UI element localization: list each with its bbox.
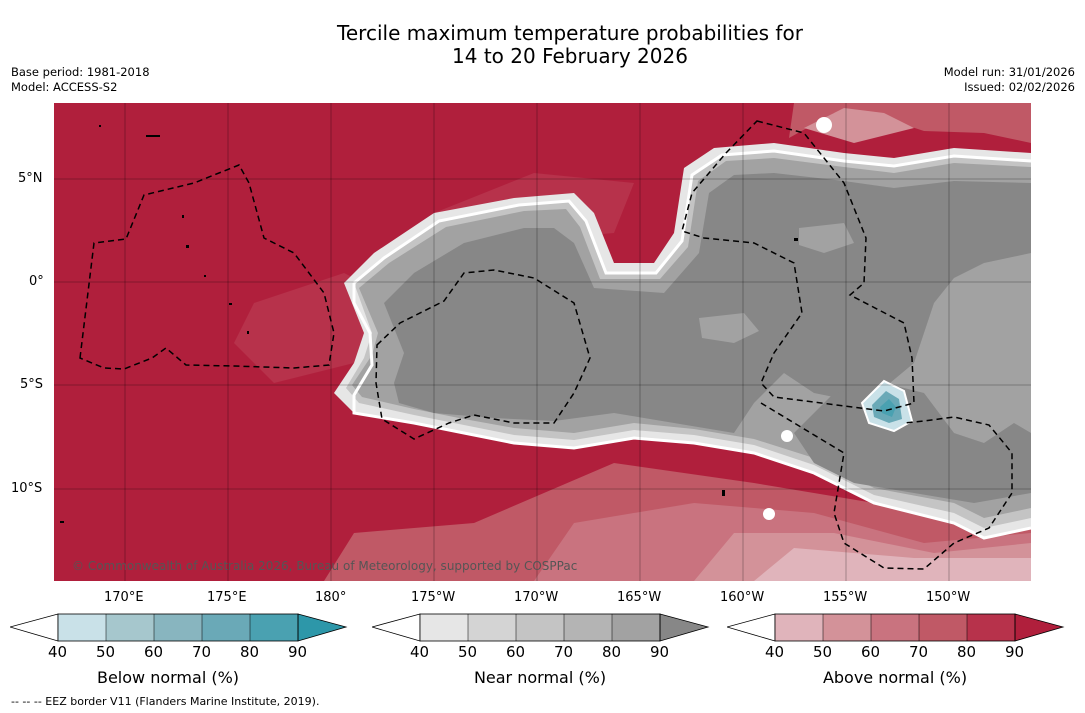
cbar-below-tick-80: 80 (240, 643, 260, 661)
eez-phoenix (375, 269, 591, 440)
probability-map[interactable]: © Commonwealth of Australia 2026, Bureau… (54, 103, 1031, 581)
lat-label-10s: 10°S (11, 481, 43, 496)
cbar-below-tick-40: 40 (48, 643, 68, 661)
light-patch-2 (781, 430, 793, 442)
colorbar-below-label: Below normal (%) (96, 668, 240, 687)
colorbar-above-70 (919, 614, 967, 641)
colorbar-near-90 (659, 613, 710, 642)
colorbar-above-60 (871, 614, 919, 641)
cbar-below-tick-90: 90 (288, 643, 308, 661)
contour-north (353, 149, 1031, 285)
contour-south (352, 283, 1031, 540)
lon-label-170w: 170°W (514, 590, 559, 605)
above-80-west (234, 273, 384, 383)
colorbar-near (372, 613, 710, 642)
below-80-patch (880, 399, 896, 417)
colorbar-below-60 (154, 614, 202, 641)
lat-label-5s: 5°S (20, 377, 44, 392)
lon-label-180: 180° (315, 590, 347, 605)
colorbar-near-70 (564, 614, 612, 641)
cbar-above-tick-80: 80 (957, 643, 977, 661)
colorbar-above-90 (1014, 613, 1065, 642)
eez-cook-islands (760, 402, 1013, 570)
colorbar-near-80 (612, 614, 660, 641)
colorbar-near-60 (516, 614, 564, 641)
cbar-above-tick-50: 50 (813, 643, 833, 661)
lon-label-155w: 155°W (823, 590, 868, 605)
lat-label-0: 0° (29, 274, 44, 289)
meta-left: Base period: 1981-2018 Model: ACCESS-S2 (11, 65, 150, 95)
cbar-above-tick-90: 90 (1005, 643, 1025, 661)
model-run: Model run: 31/01/2026 (943, 65, 1075, 79)
near-80-patch (699, 313, 759, 343)
cbar-near-tick-70: 70 (554, 643, 574, 661)
cbar-above-tick-70: 70 (909, 643, 929, 661)
colorbar-above-80 (967, 614, 1015, 641)
cbar-below-tick-60: 60 (144, 643, 164, 661)
near-80-patch-3 (964, 313, 1014, 335)
cbar-above-tick-40: 40 (765, 643, 785, 661)
eez-tuvalu (79, 164, 335, 370)
colorbar-below-50 (106, 614, 154, 641)
light-patch-3 (763, 508, 775, 520)
above-40-band (754, 548, 1031, 581)
cbar-near-tick-90: 90 (650, 643, 670, 661)
colorbar-above-label: Above normal (%) (822, 668, 968, 687)
cbar-above-tick-60: 60 (861, 643, 881, 661)
eez-borders (79, 120, 1013, 570)
colorbar-below-90 (297, 613, 348, 642)
colorbar-above-40 (775, 614, 823, 641)
colorbar-above-50 (823, 614, 871, 641)
colorbar-near-40 (420, 614, 468, 641)
lon-label-160w: 160°W (720, 590, 765, 605)
islands (60, 125, 798, 523)
eez-line-islands (681, 120, 915, 412)
lon-label-165w: 165°W (617, 590, 662, 605)
colorbar-below-70 (202, 614, 250, 641)
light-patch (816, 117, 832, 133)
cbar-near-tick-50: 50 (458, 643, 478, 661)
cbar-below-tick-50: 50 (96, 643, 116, 661)
meta-right: Model run: 31/01/2026 Issued: 02/02/2026 (944, 65, 1075, 95)
title-line-2: 14 to 20 February 2026 (452, 44, 688, 68)
title-line-1: Tercile maximum temperature probabilitie… (337, 21, 803, 45)
graticule (54, 103, 1031, 581)
near-90-core (384, 173, 1031, 433)
cbar-near-tick-60: 60 (506, 643, 526, 661)
colorbar-near-label: Near normal (%) (473, 668, 607, 687)
base-period: Base period: 1981-2018 (11, 65, 150, 79)
lon-label-150w: 150°W (926, 590, 971, 605)
near-80-patch-2 (799, 223, 854, 253)
eez-footnote: -- -- -- EEZ border V11 (Flanders Marine… (11, 695, 320, 708)
cbar-near-tick-40: 40 (410, 643, 430, 661)
lat-label-5n: 5°N (18, 171, 43, 186)
lon-label-175e: 175°E (207, 590, 247, 605)
map-title: Tercile maximum temperature probabilitie… (0, 22, 1085, 68)
cbar-below-tick-70: 70 (192, 643, 212, 661)
lon-label-170e: 170°E (104, 590, 144, 605)
model-name: Model: ACCESS-S2 (11, 80, 118, 94)
near-90-south (794, 383, 1031, 503)
colorbar-above (727, 613, 1065, 642)
issued-date: Issued: 02/02/2026 (964, 80, 1075, 94)
colorbar-near-50 (468, 614, 516, 641)
copyright-text: © Commonwealth of Australia 2026, Bureau… (72, 559, 577, 573)
colorbar-below (10, 613, 348, 642)
lon-label-175w: 175°W (411, 590, 456, 605)
cbar-near-tick-80: 80 (602, 643, 622, 661)
above-50-top (804, 108, 914, 143)
colorbar-below-40 (58, 614, 106, 641)
colorbar-below-80 (250, 614, 298, 641)
